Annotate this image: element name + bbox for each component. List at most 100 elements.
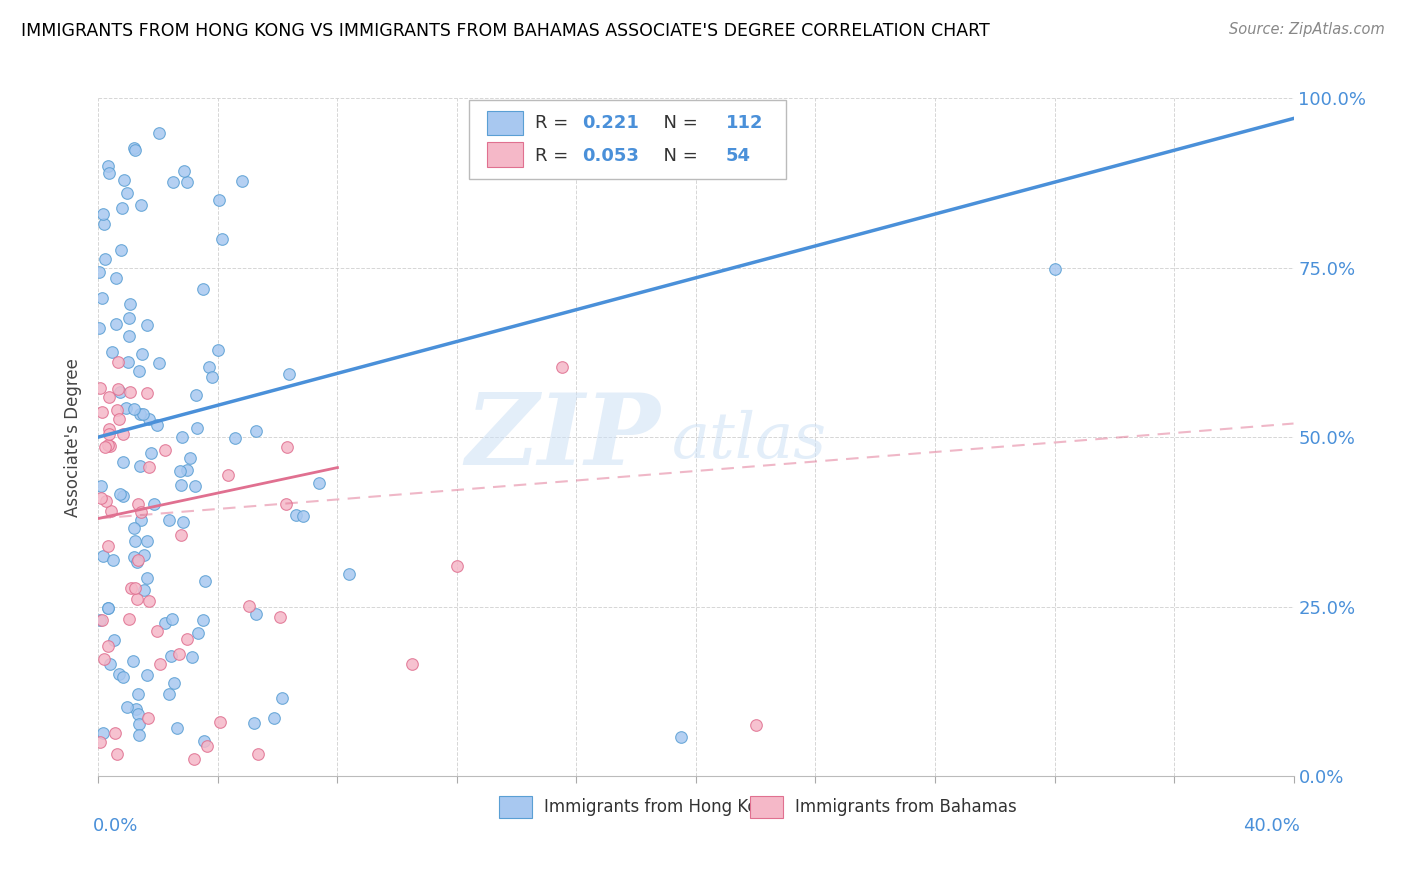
Point [117,355,139,369]
Point [162,612,184,626]
Point [134,549,156,563]
Point [128,364,150,378]
Point [172,515,194,529]
Text: 40.0%: 40.0% [1243,817,1299,835]
Text: N =: N = [652,114,703,132]
Point [183,479,205,493]
Point [136,533,159,548]
Point [87,265,110,279]
Point [91,207,114,221]
Text: N =: N = [652,147,703,165]
Point [217,467,239,482]
Point [186,420,208,434]
Point [91,291,114,305]
Point [107,411,129,425]
Point [127,497,149,511]
Point [208,714,231,729]
Point [111,201,134,215]
Point [107,382,129,396]
Point [128,717,150,731]
Point [191,613,214,627]
Point [107,354,129,368]
Point [187,626,209,640]
Text: 0.053: 0.053 [582,147,640,165]
Point [115,700,138,714]
Point [179,451,201,466]
Point [149,657,172,672]
Point [96,493,118,508]
Point [153,443,176,458]
Point [446,558,468,573]
Point [160,648,183,663]
Point [136,318,159,332]
Point [157,687,180,701]
Point [176,632,198,647]
Point [195,739,218,753]
Point [136,668,159,682]
Point [108,385,131,400]
Point [110,243,132,257]
Point [401,657,423,671]
Point [118,310,141,325]
Point [91,726,114,740]
Point [111,670,134,684]
Point [245,424,267,438]
Point [105,402,128,417]
Text: 0.221: 0.221 [582,114,640,132]
Point [186,388,208,402]
Point [224,431,246,445]
Point [104,271,127,285]
Point [200,369,222,384]
Point [103,552,125,566]
Point [291,508,314,523]
Point [284,508,307,522]
Point [211,232,233,246]
Point [127,555,149,569]
Point [93,652,115,666]
Point [103,633,125,648]
Point [111,455,134,469]
Bar [486,142,523,167]
Point [94,440,117,454]
Point [247,747,270,762]
Point [276,440,298,454]
Point [98,422,121,436]
Point [139,446,162,460]
Point [263,711,285,725]
Point [245,607,267,621]
Point [169,464,191,478]
Point [136,571,159,585]
Point [176,175,198,189]
Point [96,540,118,554]
Bar [749,797,783,818]
Point [89,613,111,627]
Point [129,459,152,474]
Point [91,549,114,564]
Point [105,318,128,332]
Point [98,426,121,441]
Point [550,360,572,375]
Point [108,667,131,681]
Point [138,411,160,425]
Point [118,329,141,343]
Point [122,521,145,535]
Point [669,730,692,744]
Point [122,401,145,416]
Point [103,726,125,740]
Point [231,174,253,188]
Point [112,173,135,187]
Point [146,624,169,639]
Point [163,675,186,690]
Point [118,297,141,311]
Point [127,591,149,606]
Point [98,657,121,672]
Point [90,478,112,492]
Point [243,716,266,731]
Point [97,166,120,180]
Point [135,386,157,401]
Point [129,505,152,519]
Bar [486,111,523,136]
Point [136,711,159,725]
Point [143,497,166,511]
Point [193,734,215,748]
